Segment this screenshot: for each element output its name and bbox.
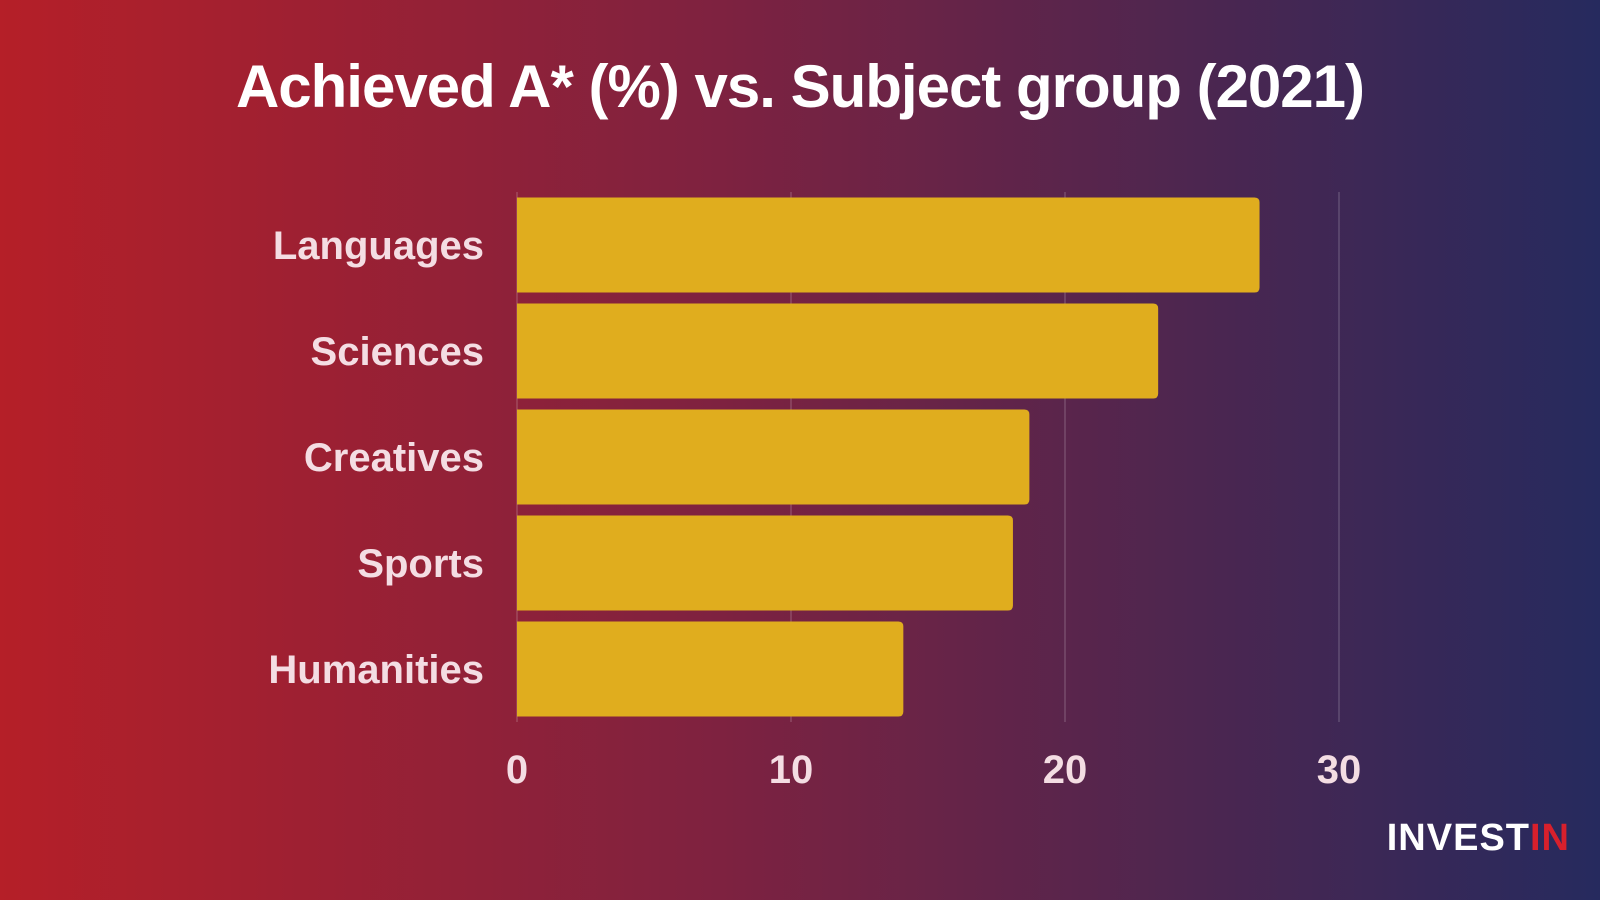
bar-creatives xyxy=(517,409,1030,505)
bar-languages xyxy=(517,197,1260,293)
category-label-languages: Languages xyxy=(273,224,484,268)
category-label-sports: Sports xyxy=(357,542,484,586)
category-label-humanities: Humanities xyxy=(268,648,484,692)
logo-text-invest: INVEST xyxy=(1386,817,1530,859)
category-label-sciences: Sciences xyxy=(311,330,484,374)
x-tick-label: 0 xyxy=(506,748,528,792)
logo-text-in: IN xyxy=(1530,817,1570,859)
chart-title: Achieved A* (%) vs. Subject group (2021) xyxy=(235,53,1365,120)
x-tick-label: 30 xyxy=(1317,748,1362,792)
investin-logo: INVESTIN xyxy=(1387,817,1570,860)
bar-sciences xyxy=(517,303,1159,399)
category-labels: Languages Sciences Creatives Sports Humaniti… xyxy=(268,224,484,692)
category-label-creatives: Creatives xyxy=(304,436,484,480)
x-tick-label: 10 xyxy=(769,748,814,792)
bars xyxy=(517,197,1260,717)
x-tick-label: 20 xyxy=(1043,748,1088,792)
bar-humanities xyxy=(517,621,904,717)
bar-sports xyxy=(517,515,1013,611)
tick-labels: 0 10 20 30 xyxy=(506,748,1361,792)
